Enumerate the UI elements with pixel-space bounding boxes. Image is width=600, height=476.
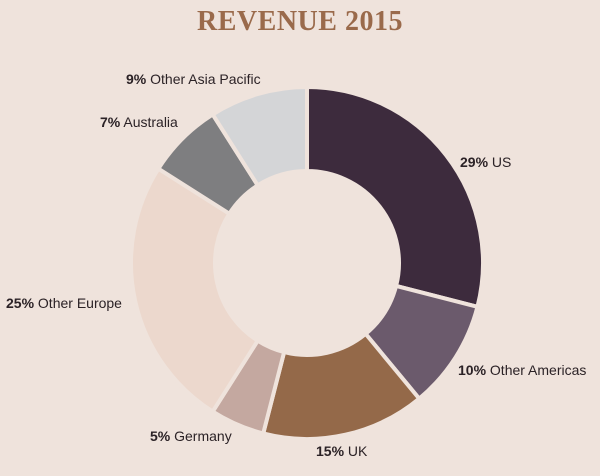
slice-uk <box>261 331 422 441</box>
label-percent: 10% <box>458 362 487 378</box>
label-other-asia-pacific: 9% Other Asia Pacific <box>126 71 261 87</box>
label-percent: 29% <box>460 154 489 170</box>
label-other-europe: 25% Other Europe <box>6 295 122 311</box>
label-germany: 5% Germany <box>150 428 232 444</box>
label-name: Other Asia Pacific <box>146 71 260 87</box>
label-name: US <box>488 154 511 170</box>
label-percent: 5% <box>150 428 171 444</box>
label-percent: 25% <box>6 295 35 311</box>
label-name: Other Americas <box>486 362 586 378</box>
slice-us <box>305 85 485 309</box>
slice-other-asia-pacific <box>210 85 309 188</box>
slice-other-europe <box>129 166 260 414</box>
label-other-americas: 10% Other Americas <box>458 362 586 378</box>
label-name: Australia <box>120 114 178 130</box>
chart-title: REVENUE 2015 <box>197 6 403 37</box>
label-percent: 15% <box>316 443 345 459</box>
label-percent: 9% <box>126 71 147 87</box>
label-australia: 7% Australia <box>100 114 178 130</box>
label-name: Germany <box>170 428 231 444</box>
label-us: 29% US <box>460 154 511 170</box>
label-percent: 7% <box>100 114 121 130</box>
label-name: UK <box>344 443 368 459</box>
label-uk: 15% UK <box>316 443 368 459</box>
label-name: Other Europe <box>34 295 122 311</box>
